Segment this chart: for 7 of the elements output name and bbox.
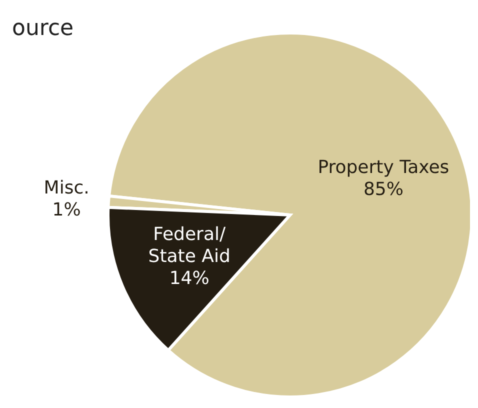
slice-label: Property Taxes [318,157,450,178]
slice-label: Misc. [44,178,90,199]
data-label: 14% [169,268,210,290]
slice-label: Federal/State Aid [148,224,230,268]
chart-title: ource [12,16,74,41]
data-label: 85% [363,179,404,200]
data-label: 1% [52,200,81,221]
